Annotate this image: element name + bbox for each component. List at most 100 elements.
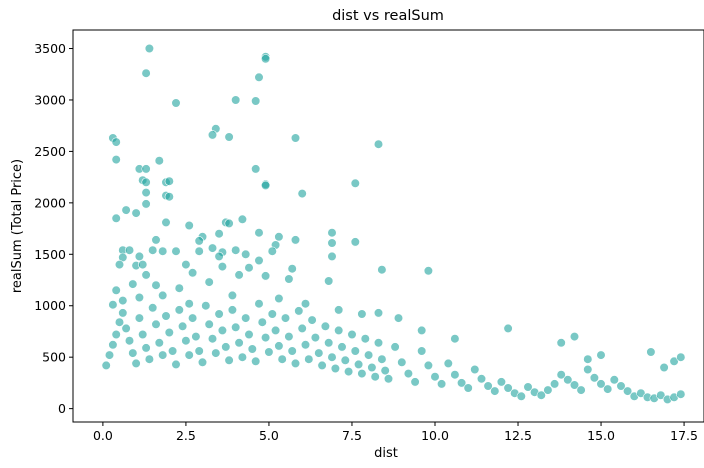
- data-point: [224, 132, 234, 142]
- data-point: [569, 380, 580, 390]
- data-point: [114, 260, 125, 270]
- data-point: [111, 213, 121, 223]
- data-point: [357, 309, 367, 319]
- data-point: [676, 352, 686, 362]
- data-point: [227, 290, 237, 301]
- data-point: [221, 342, 231, 352]
- data-point: [134, 292, 144, 303]
- data-point: [234, 338, 244, 348]
- y-axis-label: realSum (Total Price): [10, 159, 25, 293]
- data-point: [264, 347, 274, 357]
- x-tick-label: 15.0: [587, 428, 615, 443]
- data-point: [669, 356, 679, 366]
- data-point: [503, 383, 513, 393]
- data-point: [310, 333, 321, 343]
- data-point: [417, 325, 427, 336]
- data-point: [144, 43, 154, 54]
- x-axis: 0.0 2.5 5.0 7.5 10.0 12.5 15.0 17.5: [93, 422, 698, 443]
- y-tick-label: 1500: [34, 247, 66, 262]
- data-point: [211, 348, 221, 358]
- data-point: [237, 352, 247, 362]
- data-point: [569, 332, 580, 342]
- data-point: [207, 130, 218, 140]
- chart-title: dist vs realSum: [332, 8, 444, 24]
- data-point: [128, 348, 138, 358]
- data-point: [118, 296, 128, 306]
- data-point: [128, 279, 138, 289]
- data-point: [377, 265, 387, 275]
- data-point: [164, 327, 174, 338]
- data-point: [201, 301, 211, 311]
- x-tick-label: 7.5: [342, 428, 362, 443]
- data-point: [207, 243, 218, 253]
- data-point: [168, 346, 178, 356]
- data-point: [330, 363, 341, 374]
- data-point: [354, 359, 364, 370]
- data-point: [393, 313, 404, 323]
- data-point: [121, 205, 131, 215]
- data-point: [234, 270, 244, 280]
- data-point: [251, 96, 261, 106]
- data-point: [284, 332, 294, 342]
- data-point: [174, 283, 184, 293]
- data-point: [141, 343, 151, 353]
- data-point: [490, 386, 500, 396]
- data-point: [131, 208, 141, 218]
- data-point: [244, 329, 254, 340]
- data-point: [373, 308, 384, 318]
- data-point: [300, 340, 311, 350]
- data-point: [410, 377, 420, 387]
- data-point: [300, 299, 311, 309]
- data-point: [676, 389, 686, 399]
- data-point: [261, 333, 271, 343]
- data-point: [261, 180, 271, 190]
- data-point: [227, 305, 237, 315]
- plot-frame: [72, 29, 704, 423]
- data-point: [257, 317, 267, 327]
- data-point: [344, 367, 354, 377]
- data-point: [194, 346, 204, 356]
- data-point: [217, 325, 227, 336]
- data-point: [108, 300, 118, 310]
- data-point: [357, 369, 367, 379]
- data-point: [231, 95, 241, 105]
- data-point: [443, 358, 453, 369]
- data-point: [141, 270, 151, 280]
- x-tick-label: 2.5: [176, 428, 196, 443]
- data-point: [118, 308, 128, 318]
- data-point: [207, 334, 218, 344]
- data-point: [636, 388, 646, 398]
- data-point: [656, 390, 666, 400]
- data-point: [327, 251, 337, 261]
- data-point: [373, 338, 384, 348]
- data-point: [324, 276, 334, 286]
- data-point: [174, 305, 184, 315]
- data-point: [141, 177, 151, 187]
- data-point: [171, 246, 181, 256]
- data-point: [377, 354, 387, 364]
- data-point: [124, 336, 135, 346]
- data-point: [350, 346, 360, 356]
- data-point: [231, 322, 241, 332]
- data-point: [274, 232, 284, 242]
- data-point: [151, 235, 161, 245]
- data-point: [450, 370, 460, 380]
- data-point: [181, 336, 191, 346]
- data-point: [549, 379, 560, 389]
- x-tick-label: 12.5: [504, 428, 532, 443]
- data-point: [290, 133, 301, 143]
- data-point: [151, 280, 161, 290]
- data-point: [287, 264, 297, 274]
- data-point: [131, 358, 141, 369]
- data-point: [244, 263, 254, 273]
- data-point: [483, 381, 493, 391]
- data-point: [277, 354, 287, 364]
- data-point: [204, 319, 214, 329]
- data-point: [164, 176, 174, 186]
- data-point: [104, 350, 115, 360]
- data-point: [450, 334, 460, 344]
- data-point: [304, 354, 314, 364]
- data-point: [536, 390, 546, 400]
- data-point: [254, 72, 264, 82]
- data-point: [111, 137, 121, 147]
